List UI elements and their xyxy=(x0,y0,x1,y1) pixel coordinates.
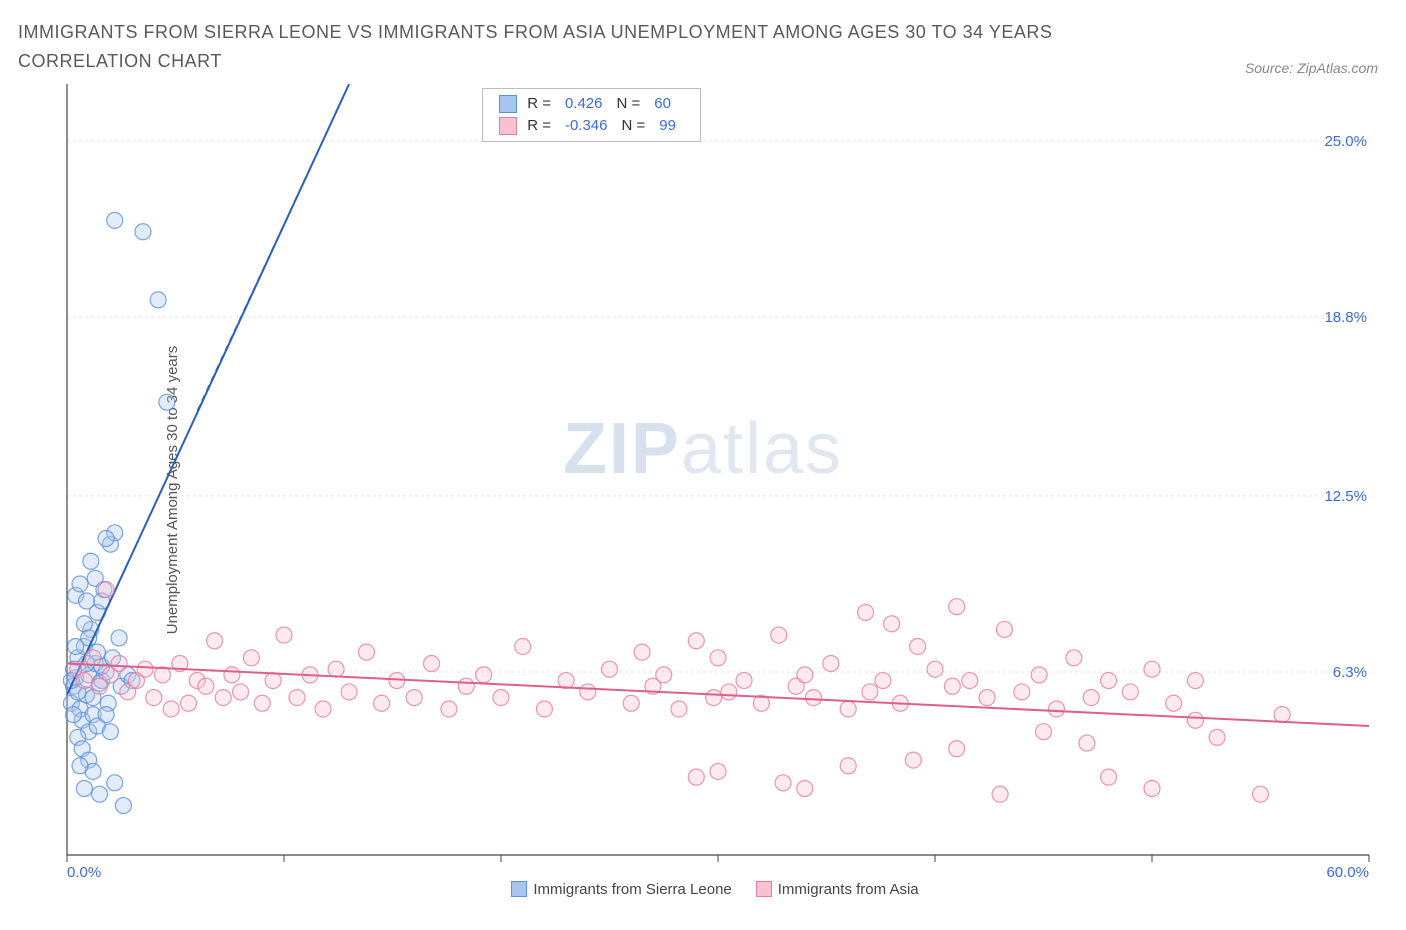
svg-text:12.5%: 12.5% xyxy=(1324,488,1367,505)
svg-text:6.3%: 6.3% xyxy=(1333,664,1367,681)
series-legend: Immigrants from Sierra Leone Immigrants f… xyxy=(18,881,1388,898)
svg-text:0.0%: 0.0% xyxy=(67,864,101,881)
stat-row: R =0.426N =60 xyxy=(489,93,694,115)
svg-text:60.0%: 60.0% xyxy=(1326,864,1369,881)
stats-legend: R =0.426N =60R =-0.346N =99 xyxy=(482,88,701,142)
legend-label: Immigrants from Asia xyxy=(778,881,919,898)
stat-row: R =-0.346N =99 xyxy=(489,115,694,137)
source-label: Source: ZipAtlas.com xyxy=(1245,60,1378,76)
chart-title: IMMIGRANTS FROM SIERRA LEONE VS IMMIGRAN… xyxy=(18,18,1118,76)
svg-text:25.0%: 25.0% xyxy=(1324,132,1367,149)
chart-area: Unemployment Among Ages 30 to 34 years Z… xyxy=(18,80,1388,900)
svg-text:18.8%: 18.8% xyxy=(1324,309,1367,326)
scatter-plot: 6.3% 12.5% 18.8% 25.0% 0.0% 60.0% xyxy=(63,80,1373,883)
legend-label: Immigrants from Sierra Leone xyxy=(533,881,731,898)
